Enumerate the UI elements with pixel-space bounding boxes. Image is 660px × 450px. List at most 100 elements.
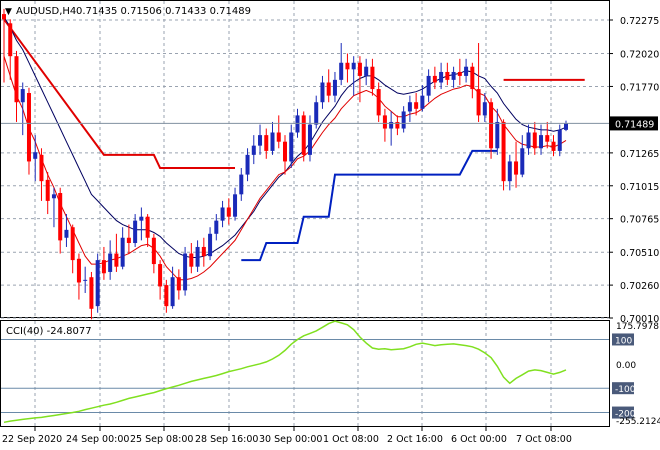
candles	[2, 8, 568, 320]
candle-body	[151, 237, 156, 265]
time-axis[interactable]: 22 Sep 2020 24 Sep 00:00 25 Sep 08:00 28 Se…	[2, 427, 572, 445]
candle-body	[389, 121, 394, 129]
lower-stop-line	[241, 149, 498, 262]
candle-body	[501, 121, 506, 182]
candle-body	[451, 71, 456, 80]
candle-body	[545, 135, 550, 142]
candle-body	[258, 135, 263, 146]
current-price-label: 0.71489	[615, 119, 654, 130]
candle-body	[220, 207, 225, 221]
cci-line-group	[3, 320, 567, 424]
candle-body	[532, 132, 537, 149]
candle-body	[76, 258, 81, 283]
candle-body	[495, 121, 500, 149]
price-tick-label: 0.70510	[620, 248, 659, 259]
candle-body	[551, 141, 556, 151]
cci-scale-label: 175.7978	[616, 322, 659, 332]
cci-panel-frame[interactable]	[0, 320, 610, 427]
candle-body	[482, 102, 487, 116]
time-tick-label: 2 Oct 16:00	[387, 434, 443, 445]
candle-body	[283, 141, 287, 162]
candle-body	[276, 132, 281, 142]
current-price-badge	[610, 116, 658, 131]
candle-body	[133, 220, 138, 244]
price-axis[interactable]: 0.72275 0.72020 0.71770 0.71265 0.71015 0.707…	[609, 16, 659, 325]
candle-body	[520, 148, 525, 175]
candle-body	[114, 253, 119, 267]
candle-body	[301, 115, 306, 155]
candle-body	[189, 253, 194, 267]
upper-stop-line	[3, 18, 235, 169]
candle-body	[426, 75, 431, 96]
candle-body	[214, 220, 219, 234]
candle-body	[70, 227, 75, 261]
price-tick-label: 0.71265	[620, 149, 659, 160]
main-chart-frame[interactable]	[0, 0, 610, 318]
candle-body	[2, 14, 6, 20]
candle-body	[476, 89, 481, 116]
candle-body	[183, 253, 188, 291]
candle-body	[239, 174, 244, 195]
candle-body	[470, 66, 475, 90]
candle-body	[201, 246, 206, 257]
cci-scale-label: 0.00	[616, 361, 636, 371]
candle-body	[20, 89, 25, 103]
time-tick-label: 30 Sep 00:00	[259, 434, 322, 445]
cci-grid	[1, 321, 609, 426]
candle-body	[364, 66, 369, 76]
cci-level-label: -100	[615, 385, 636, 395]
candle-body	[264, 135, 269, 151]
candle-body	[270, 132, 275, 151]
candle-body	[320, 82, 325, 103]
candle-body	[382, 115, 387, 129]
candle-body	[251, 145, 256, 155]
time-tick-label: 22 Sep 2020	[2, 434, 62, 445]
candle-body	[120, 237, 125, 267]
time-tick-label: 1 Oct 08:00	[323, 434, 379, 445]
candle-body	[357, 62, 362, 76]
candle-body	[95, 260, 100, 307]
candle-body	[326, 82, 331, 96]
price-tick-label: 0.70765	[620, 215, 659, 226]
chart-ohlc-label: 0.71435 0.71506 0.71433 0.71489	[76, 6, 251, 17]
candle-body	[414, 102, 419, 109]
price-tick-label: 0.70010	[620, 314, 659, 325]
candle-body	[489, 102, 494, 149]
price-tick-label: 0.72275	[620, 16, 659, 27]
time-tick-label: 7 Oct 08:00	[516, 434, 572, 445]
candle-body	[432, 75, 437, 83]
candle-body	[226, 207, 231, 217]
cci-scale-label: -255.2124	[616, 417, 660, 427]
chart-symbol-label: AUDUSD,H4	[16, 6, 76, 17]
candle-body	[233, 194, 238, 217]
candle-body	[295, 115, 300, 133]
candle-body	[51, 194, 56, 199]
time-tick-label: 24 Sep 00:00	[66, 434, 129, 445]
cci-indicator-label: CCI(40) -24.8077	[6, 326, 92, 337]
candle-body	[557, 129, 562, 151]
cci-axis[interactable]: 175.7978 100 0.00 -100 -200-255.2124	[612, 322, 660, 427]
candle-body	[370, 66, 375, 90]
candle-body	[164, 285, 169, 307]
candle-body	[445, 71, 450, 80]
cci-level-label: 100	[615, 336, 632, 346]
candle-body	[83, 279, 88, 281]
stop-levels	[3, 18, 585, 262]
candle-body	[208, 233, 213, 257]
candle-body	[245, 154, 250, 175]
cci-level-badge	[612, 382, 634, 395]
candle-body	[58, 193, 63, 241]
candle-body	[564, 123, 568, 130]
candle-body	[195, 246, 200, 267]
candle-body	[339, 62, 344, 80]
price-tick-label: 0.71770	[620, 82, 659, 93]
candle-body	[332, 79, 337, 96]
candle-body	[108, 253, 113, 272]
candle-body	[176, 277, 181, 291]
candle-body	[464, 66, 469, 76]
candle-body	[289, 132, 294, 162]
candle-body	[345, 62, 350, 70]
candle-body	[139, 216, 144, 221]
price-tick-label: 0.70260	[620, 281, 659, 292]
cci-level-label: -200	[615, 410, 636, 420]
